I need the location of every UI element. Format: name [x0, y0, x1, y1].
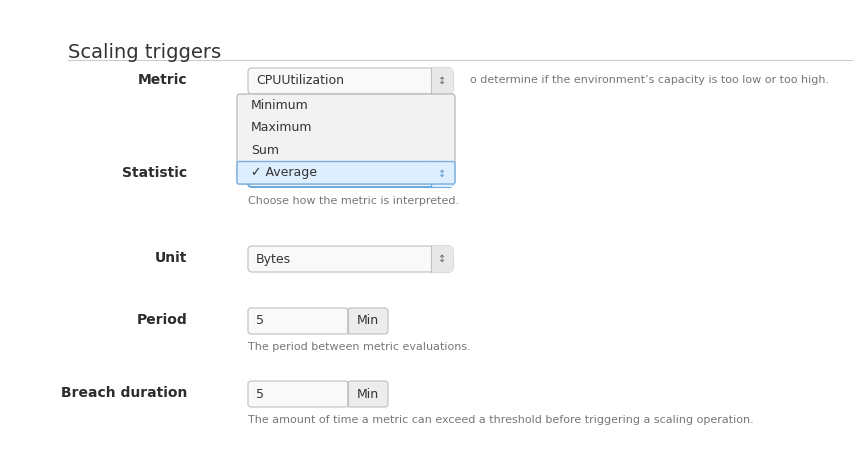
FancyBboxPatch shape — [248, 68, 453, 94]
Text: The period between metric evaluations.: The period between metric evaluations. — [248, 342, 471, 352]
Text: Min: Min — [357, 314, 379, 328]
Text: Metric: Metric — [138, 73, 187, 87]
Bar — [431, 161, 453, 187]
Text: ✓ Average: ✓ Average — [251, 166, 317, 179]
Text: Breach duration: Breach duration — [60, 386, 187, 400]
Bar — [348, 382, 354, 406]
Text: o determine if the environment’s capacity is too low or too high.: o determine if the environment’s capacit… — [470, 75, 829, 85]
Text: Minimum: Minimum — [251, 99, 309, 112]
Text: Maximum: Maximum — [251, 121, 313, 134]
Text: CPUUtilization: CPUUtilization — [256, 74, 344, 87]
Text: Min: Min — [357, 387, 379, 400]
Text: ↕: ↕ — [438, 254, 446, 264]
Text: ↕: ↕ — [438, 76, 446, 86]
Text: Choose how the metric is interpreted.: Choose how the metric is interpreted. — [248, 196, 459, 206]
FancyBboxPatch shape — [237, 94, 455, 184]
FancyBboxPatch shape — [237, 162, 455, 184]
FancyBboxPatch shape — [248, 381, 348, 407]
FancyBboxPatch shape — [348, 381, 388, 407]
Bar — [431, 246, 453, 272]
FancyBboxPatch shape — [248, 161, 453, 187]
FancyBboxPatch shape — [248, 308, 348, 334]
Text: Statistic: Statistic — [122, 166, 187, 180]
Text: ↕: ↕ — [438, 169, 446, 179]
Text: Period: Period — [136, 313, 187, 327]
FancyBboxPatch shape — [348, 308, 388, 334]
FancyBboxPatch shape — [248, 246, 453, 272]
Text: Bytes: Bytes — [256, 252, 291, 265]
Text: The amount of time a metric can exceed a threshold before triggering a scaling o: The amount of time a metric can exceed a… — [248, 415, 753, 425]
Text: Scaling triggers: Scaling triggers — [68, 43, 221, 62]
Text: 5: 5 — [256, 387, 264, 400]
Bar — [431, 68, 453, 94]
Text: Sum: Sum — [251, 144, 279, 157]
Text: Unit: Unit — [155, 251, 187, 265]
Text: 5: 5 — [256, 314, 264, 328]
Bar — [348, 309, 354, 333]
